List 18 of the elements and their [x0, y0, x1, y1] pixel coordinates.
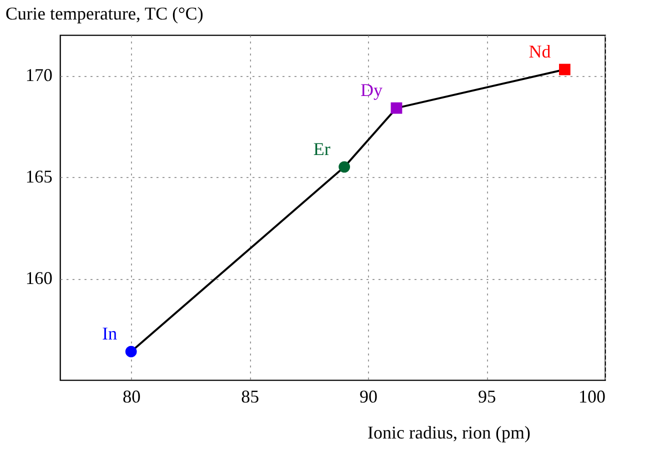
- point: [390, 102, 402, 114]
- point: [559, 64, 570, 76]
- y-tick-label: 160: [26, 268, 52, 288]
- x-tick-label: 80: [122, 386, 141, 406]
- series-label: Nd: [528, 42, 551, 62]
- point: [338, 161, 350, 173]
- y-tick-label: 170: [26, 65, 52, 86]
- x-tick-label: 100: [578, 386, 606, 406]
- x-tick-label: 85: [241, 386, 260, 406]
- x-axis-title: Ionic radius, rion (pm): [368, 422, 530, 442]
- series-label: Dy: [360, 80, 382, 100]
- y-tick-label: 165: [26, 166, 52, 187]
- series-label: Er: [313, 138, 330, 159]
- x-tick-label: 95: [478, 386, 496, 406]
- x-tick-label: 90: [360, 386, 378, 406]
- y-axis-title: Curie temperature, TC (°C): [6, 4, 204, 24]
- point: [125, 346, 137, 358]
- series-label: In: [102, 324, 118, 344]
